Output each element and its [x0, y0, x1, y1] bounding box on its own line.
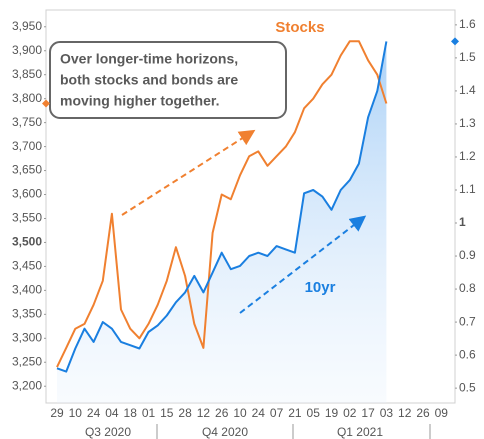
- x-tick-label: 04: [105, 406, 119, 420]
- x-tick-label: 10: [233, 406, 247, 420]
- x-tick-label: 26: [416, 406, 430, 420]
- y-tick-label: 3,550: [12, 211, 42, 225]
- trend-arrow: [239, 215, 367, 314]
- x-tick-label: 09: [435, 406, 449, 420]
- callout-box: [49, 41, 287, 119]
- x-tick-label: 15: [160, 406, 174, 420]
- y-tick-label: 3,350: [12, 307, 42, 321]
- x-tick-label: 29: [50, 406, 64, 420]
- quarter-label: Q1 2021: [337, 425, 383, 439]
- legend-label: Stocks: [275, 19, 324, 36]
- x-tick-label: 12: [398, 406, 412, 420]
- x-tick-label: 24: [252, 406, 266, 420]
- y-tick-label: 3,250: [12, 354, 42, 368]
- last-value-marker: [42, 99, 50, 108]
- y2-tick-label: 1.2: [459, 149, 476, 163]
- legend-label: 10yr: [305, 279, 336, 296]
- y-tick-label: 3,900: [12, 43, 42, 57]
- last-value-marker: [451, 37, 459, 46]
- x-tick-label: 01: [142, 406, 156, 420]
- x-tick-label: 05: [307, 406, 321, 420]
- y2-tick-label: 1.1: [459, 182, 476, 196]
- annotation: Over longer-time horizons,: [60, 51, 238, 67]
- quarter-label: Q4 2020: [202, 425, 248, 439]
- x-tick-label: 19: [325, 406, 339, 420]
- y2-tick-label: 1.5: [459, 50, 476, 64]
- x-tick-label: 12: [197, 406, 211, 420]
- x-tick-label: 24: [87, 406, 101, 420]
- y-tick-label: 3,600: [12, 187, 42, 201]
- x-tick-label: 18: [124, 406, 138, 420]
- y2-tick-label: 1: [459, 215, 466, 229]
- y-tick-label: 3,750: [12, 115, 42, 129]
- x-tick-label: 17: [361, 406, 375, 420]
- x-tick-label: 21: [288, 406, 302, 420]
- x-tick-label: 07: [270, 406, 284, 420]
- y-tick-label: 3,950: [12, 19, 42, 33]
- x-tick-label: 28: [178, 406, 192, 420]
- y-tick-label: 3,700: [12, 139, 42, 153]
- trend-arrow: [121, 129, 256, 216]
- y2-tick-label: 0.7: [459, 314, 476, 328]
- line: [56, 40, 388, 368]
- y-tick-label: 3,650: [12, 163, 42, 177]
- y2-tick-label: 0.9: [459, 248, 476, 262]
- annotation: both stocks and bonds are: [60, 72, 238, 88]
- x-tick-label: 03: [380, 406, 394, 420]
- x-tick-label: 02: [343, 406, 357, 420]
- y-tick-label: 3,500: [12, 235, 42, 249]
- y2-tick-label: 1.3: [459, 116, 476, 130]
- quarter-label: Q3 2020: [85, 425, 131, 439]
- x-tick-label: 10: [69, 406, 83, 420]
- x-tick-label: 26: [215, 406, 229, 420]
- annotation: moving higher together.: [60, 93, 219, 109]
- y-tick-label: 3,200: [12, 378, 42, 392]
- y-tick-label: 3,400: [12, 283, 42, 297]
- y2-tick-label: 1.6: [459, 17, 476, 31]
- y2-tick-label: 0.8: [459, 281, 476, 295]
- y2-tick-label: 0.6: [459, 347, 476, 361]
- y-tick-label: 3,300: [12, 330, 42, 344]
- y2-tick-label: 0.5: [459, 380, 476, 394]
- y-tick-label: 3,850: [12, 67, 42, 81]
- y2-tick-label: 1.4: [459, 83, 476, 97]
- y-tick-label: 3,450: [12, 259, 42, 273]
- area: [57, 41, 387, 404]
- line: [56, 41, 388, 373]
- y-tick-label: 3,800: [12, 91, 42, 105]
